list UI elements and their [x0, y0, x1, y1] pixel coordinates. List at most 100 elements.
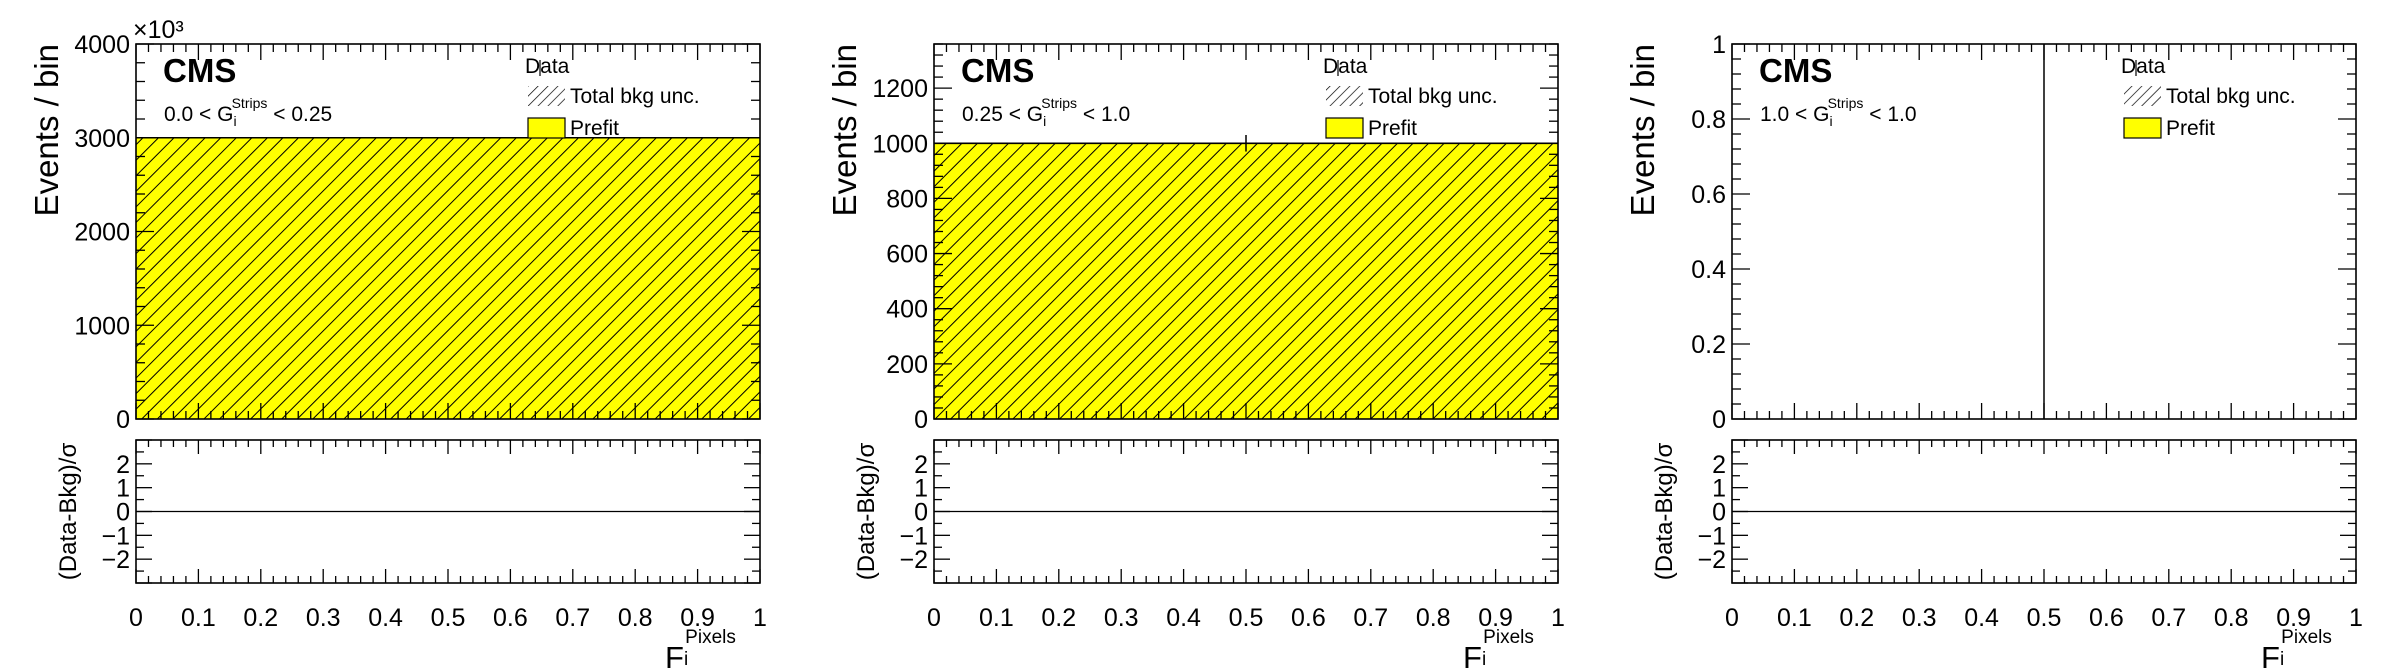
ratio-y-tick-label: 2: [914, 451, 928, 479]
x-tick-label: 0.4: [368, 604, 403, 632]
y-tick-label: 3000: [74, 125, 130, 153]
x-tick-label: 0.3: [1104, 604, 1139, 632]
x-tick-label: 0.7: [1353, 604, 1388, 632]
cut-label: 0.25 < GiStrips < 1.0: [962, 95, 1130, 129]
x-tick-label: 0.2: [243, 604, 278, 632]
y-axis-label: Events / bin: [826, 44, 863, 216]
y-tick-label: 2000: [74, 219, 130, 247]
y-axis-label: Events / bin: [1624, 44, 1661, 216]
legend-data: Data: [525, 55, 570, 78]
y-axis-label: Events / bin: [28, 44, 65, 216]
cms-label: CMS: [1759, 52, 1832, 89]
x-tick-label: 1: [1551, 604, 1565, 632]
ratio-y-tick-label: −1: [1697, 522, 1726, 550]
ratio-y-axis-label: (Data-Bkg)/σ: [1651, 443, 1678, 581]
ratio-y-tick-label: 1: [914, 475, 928, 503]
unc-band-0: [934, 143, 1558, 419]
legend-unc-swatch: [2124, 86, 2161, 106]
legend-prefit-swatch: [1325, 117, 1364, 139]
cms-label: CMS: [961, 52, 1034, 89]
legend-data: Data: [2121, 55, 2166, 78]
x-tick-label: 0: [1725, 604, 1739, 632]
x-tick-label: 0.1: [181, 604, 216, 632]
legend-prefit: Prefit: [1368, 117, 1417, 140]
x-tick-label: 0.6: [493, 604, 528, 632]
y-tick-label: 0: [914, 406, 928, 434]
legend-unc: Total bkg unc.: [570, 85, 700, 108]
x-tick-label: 0.1: [1777, 604, 1812, 632]
legend-unc-swatch: [528, 86, 565, 106]
ratio-y-tick-label: 1: [1712, 475, 1726, 503]
y-tick-label: 4000: [74, 31, 130, 59]
x-tick-label: 0.5: [431, 604, 466, 632]
y-tick-label: 0.2: [1691, 331, 1726, 359]
legend-prefit: Prefit: [2166, 117, 2215, 140]
x-tick-label: 1: [2349, 604, 2363, 632]
ratio-y-tick-label: 0: [914, 499, 928, 527]
y-tick-label: 400: [886, 296, 928, 324]
ratio-y-axis-label: (Data-Bkg)/σ: [853, 443, 880, 581]
legend-unc: Total bkg unc.: [2166, 85, 2296, 108]
panel-left: 0 1000 2000 3000 4000×10³ Events / bin CMS 0.0 …: [28, 16, 767, 672]
ratio-y-tick-label: 0: [116, 499, 130, 527]
x-tick-label: 0.5: [1229, 604, 1264, 632]
legend-prefit-swatch: [527, 117, 566, 139]
ratio-y-tick-label: −1: [899, 522, 928, 550]
x-tick-label: 0.2: [1041, 604, 1076, 632]
x-tick-label: 0.2: [1839, 604, 1874, 632]
y-tick-label: 600: [886, 241, 928, 269]
x-axis-label: FiPixels: [1463, 627, 1534, 672]
ratio-y-tick-label: 1: [116, 475, 130, 503]
legend-data: Data: [1323, 55, 1368, 78]
y-tick-label: 200: [886, 351, 928, 379]
legend-prefit: Prefit: [570, 117, 619, 140]
ratio-y-tick-label: 2: [1712, 451, 1726, 479]
x-tick-label: 0.3: [306, 604, 341, 632]
y-tick-label: 0: [1712, 406, 1726, 434]
y-exponent-label: ×10³: [133, 16, 184, 44]
ratio-y-axis-label: (Data-Bkg)/σ: [55, 443, 82, 581]
y-tick-label: 0.8: [1691, 106, 1726, 134]
x-tick-label: 0.9: [1478, 604, 1513, 632]
x-tick-label: 0.8: [618, 604, 653, 632]
x-tick-label: 1: [753, 604, 767, 632]
ratio-y-tick-label: −2: [101, 546, 130, 574]
panel-right: 0 0.2 0.4 0.6 0.8 1 Events / bin CMS 1.0 < GiStr…: [1624, 31, 2363, 672]
y-tick-label: 1: [1712, 31, 1726, 59]
x-tick-label: 0.3: [1902, 604, 1937, 632]
x-tick-label: 0.7: [555, 604, 590, 632]
legend-prefit-swatch: [2123, 117, 2162, 139]
ratio-y-tick-label: 2: [116, 451, 130, 479]
ratio-y-tick-label: 0: [1712, 499, 1726, 527]
ratio-y-tick-label: −1: [101, 522, 130, 550]
x-tick-label: 0.6: [1291, 604, 1326, 632]
x-tick-label: 0.9: [2276, 604, 2311, 632]
ratio-y-tick-label: −2: [1697, 546, 1726, 574]
x-tick-label: 0.8: [2214, 604, 2249, 632]
x-tick-label: 0.6: [2089, 604, 2124, 632]
y-tick-label: 1200: [872, 75, 928, 103]
x-tick-label: 0: [129, 604, 143, 632]
x-tick-label: 0.1: [979, 604, 1014, 632]
cut-label: 0.0 < GiStrips < 0.25: [164, 95, 332, 129]
legend-unc: Total bkg unc.: [1368, 85, 1498, 108]
y-tick-label: 800: [886, 185, 928, 213]
ratio-y-tick-label: −2: [899, 546, 928, 574]
x-tick-label: 0.4: [1964, 604, 1999, 632]
x-axis-label: FiPixels: [665, 627, 736, 672]
x-axis-label: FiPixels: [2261, 627, 2332, 672]
x-tick-label: 0.5: [2027, 604, 2062, 632]
y-tick-label: 1000: [872, 130, 928, 158]
legend-unc-swatch: [1326, 86, 1363, 106]
x-tick-label: 0.8: [1416, 604, 1451, 632]
unc-band-0: [136, 137, 760, 419]
y-tick-label: 0: [116, 406, 130, 434]
x-tick-label: 0.7: [2151, 604, 2186, 632]
y-tick-label: 1000: [74, 312, 130, 340]
cms-label: CMS: [163, 52, 236, 89]
y-tick-label: 0.4: [1691, 256, 1726, 284]
